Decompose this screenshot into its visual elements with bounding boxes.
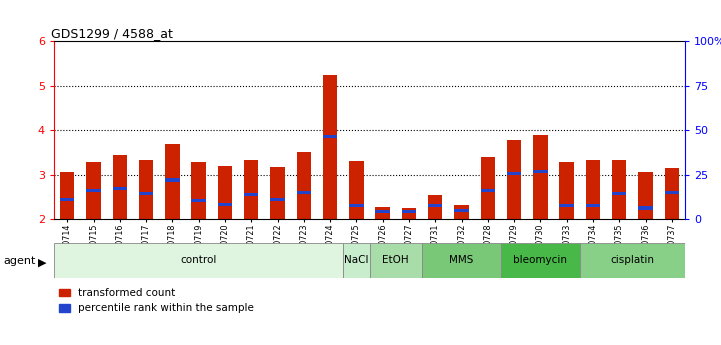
Bar: [60, 198, 74, 201]
Bar: [139, 160, 154, 219]
Bar: [454, 209, 469, 212]
Bar: [343, 243, 369, 278]
Bar: [507, 140, 521, 219]
Bar: [428, 204, 443, 207]
Bar: [270, 167, 285, 219]
Bar: [585, 204, 600, 207]
Bar: [296, 191, 311, 194]
Bar: [349, 204, 363, 207]
Bar: [54, 243, 343, 278]
Bar: [112, 187, 127, 190]
Bar: [402, 209, 416, 213]
Bar: [533, 135, 548, 219]
Bar: [665, 191, 679, 194]
Bar: [139, 192, 154, 195]
Bar: [349, 161, 363, 219]
Bar: [481, 157, 495, 219]
Bar: [165, 144, 180, 219]
Bar: [369, 243, 422, 278]
Text: GDS1299 / 4588_at: GDS1299 / 4588_at: [51, 27, 173, 40]
Bar: [481, 189, 495, 192]
Bar: [665, 168, 679, 219]
Legend: transformed count, percentile rank within the sample: transformed count, percentile rank withi…: [59, 288, 254, 313]
Bar: [376, 207, 390, 219]
Bar: [612, 192, 627, 195]
Bar: [87, 189, 101, 192]
Bar: [507, 172, 521, 175]
Bar: [612, 160, 627, 219]
Bar: [191, 162, 206, 219]
Text: cisplatin: cisplatin: [611, 256, 655, 265]
Bar: [191, 199, 206, 202]
Bar: [376, 209, 390, 213]
Bar: [402, 208, 416, 219]
Bar: [112, 155, 127, 219]
Bar: [323, 135, 337, 138]
Bar: [559, 204, 574, 207]
Bar: [638, 172, 653, 219]
Bar: [87, 162, 101, 219]
Bar: [270, 198, 285, 201]
Bar: [638, 206, 653, 209]
Text: control: control: [180, 256, 217, 265]
Bar: [60, 172, 74, 219]
Bar: [323, 75, 337, 219]
Bar: [165, 178, 180, 181]
Bar: [585, 160, 600, 219]
Bar: [218, 166, 232, 219]
Text: agent: agent: [4, 256, 36, 266]
Bar: [296, 152, 311, 219]
Bar: [501, 243, 580, 278]
Bar: [422, 243, 501, 278]
Bar: [580, 243, 685, 278]
Bar: [428, 195, 443, 219]
Bar: [244, 159, 258, 219]
Bar: [559, 162, 574, 219]
Bar: [533, 169, 548, 172]
Text: NaCl: NaCl: [344, 256, 368, 265]
Text: bleomycin: bleomycin: [513, 256, 567, 265]
Text: MMS: MMS: [449, 256, 474, 265]
Bar: [244, 193, 258, 196]
Text: EtOH: EtOH: [382, 256, 409, 265]
Bar: [454, 205, 469, 219]
Bar: [218, 203, 232, 206]
Text: ▶: ▶: [37, 257, 46, 267]
